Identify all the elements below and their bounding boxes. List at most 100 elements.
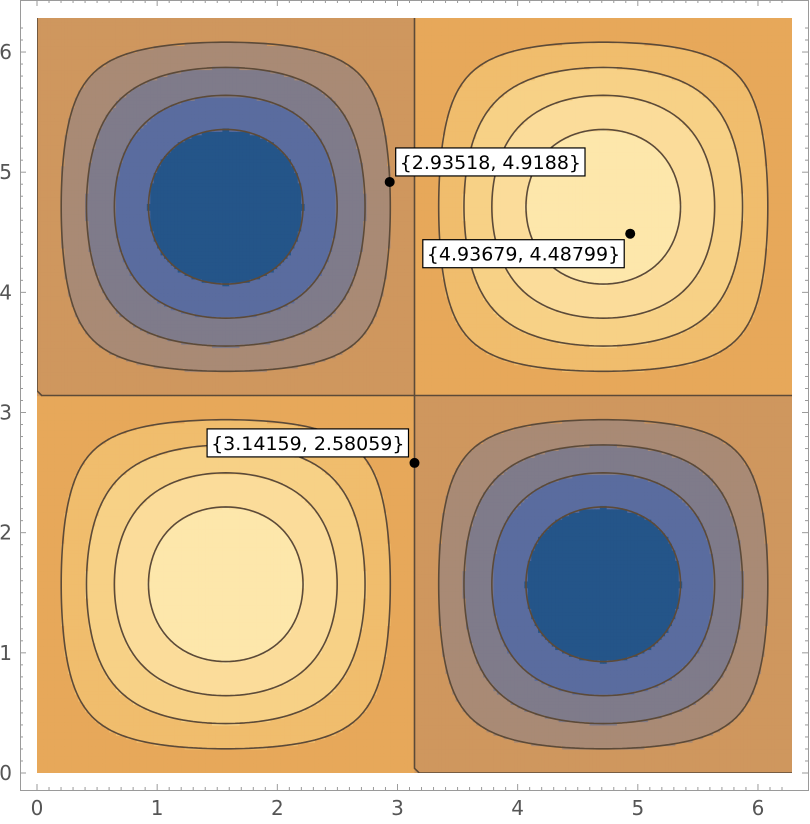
contour-band-cell	[466, 735, 470, 739]
contour-band-cell	[785, 749, 789, 753]
contour-band-cell	[548, 752, 552, 756]
contour-band-cell	[445, 728, 449, 732]
contour-band-cell	[586, 756, 590, 760]
contour-band-cell	[390, 752, 394, 756]
contour-band-cell	[363, 756, 367, 760]
contour-band-cell	[617, 735, 621, 739]
contour-band-cell	[288, 725, 292, 729]
contour-band-cell	[315, 756, 319, 760]
contour-band-cell	[583, 756, 587, 760]
contour-band-cell	[651, 742, 655, 746]
contour-band-cell	[233, 735, 237, 739]
contour-band-cell	[380, 725, 384, 729]
contour-band-cell	[353, 756, 357, 760]
contour-band-cell	[167, 749, 171, 753]
contour-band-cell	[126, 725, 130, 729]
contour-band-cell	[250, 756, 254, 760]
contour-band-cell	[631, 759, 635, 763]
contour-band-cell	[222, 742, 226, 746]
contour-band-cell	[717, 756, 721, 760]
contour-band-cell	[682, 735, 686, 739]
contour-band-cell	[198, 725, 202, 729]
contour-band-cell	[188, 759, 192, 763]
contour-band-cell	[442, 732, 446, 736]
contour-band-cell	[178, 749, 182, 753]
contour-band-cell	[123, 759, 127, 763]
contour-band-cell	[452, 766, 456, 770]
contour-band-cell	[360, 770, 364, 774]
contour-band-cell	[68, 749, 72, 753]
contour-band-cell	[689, 732, 693, 736]
contour-band-cell	[116, 735, 120, 739]
contour-band-cell	[624, 739, 628, 743]
contour-band-cell	[514, 752, 518, 756]
contour-band-cell	[517, 742, 521, 746]
contour-band-cell	[301, 752, 305, 756]
contour-band-cell	[78, 756, 82, 760]
contour-band-cell	[64, 735, 68, 739]
contour-band-cell	[524, 749, 528, 753]
contour-band-cell	[644, 759, 648, 763]
contour-band-cell	[349, 742, 353, 746]
contour-band-cell	[257, 770, 261, 774]
contour-band-cell	[435, 759, 439, 763]
contour-band-cell	[95, 728, 99, 732]
contour-band-cell	[452, 728, 456, 732]
contour-band-cell	[500, 766, 504, 770]
contour-band-cell	[397, 732, 401, 736]
contour-band-cell	[318, 728, 322, 732]
contour-band-cell	[425, 759, 429, 763]
contour-band-cell	[469, 735, 473, 739]
contour-band-cell	[644, 752, 648, 756]
contour-band-cell	[432, 749, 436, 753]
contour-band-cell	[336, 739, 340, 743]
contour-band-cell	[253, 766, 257, 770]
contour-band-cell	[617, 739, 621, 743]
contour-band-cell	[483, 735, 487, 739]
contour-band-cell	[785, 763, 789, 767]
contour-band-cell	[370, 746, 374, 750]
contour-band-cell	[143, 732, 147, 736]
contour-band-cell	[288, 735, 292, 739]
contour-band-cell	[476, 732, 480, 736]
contour-band-cell	[432, 742, 436, 746]
contour-band-cell	[445, 759, 449, 763]
contour-band-cell	[747, 759, 751, 763]
contour-band-cell	[257, 756, 261, 760]
contour-band-cell	[610, 763, 614, 767]
contour-band-cell	[264, 742, 268, 746]
contour-band-cell	[174, 742, 178, 746]
contour-band-cell	[627, 749, 631, 753]
contour-band-cell	[353, 763, 357, 767]
contour-band-cell	[778, 763, 782, 767]
contour-band-cell	[157, 749, 161, 753]
contour-band-cell	[88, 725, 92, 729]
contour-band-cell	[294, 725, 298, 729]
contour-band-cell	[648, 725, 652, 729]
contour-band-cell	[751, 728, 755, 732]
contour-band-cell	[459, 759, 463, 763]
contour-band-cell	[270, 735, 274, 739]
contour-band-cell	[507, 746, 511, 750]
contour-band-cell	[71, 770, 75, 774]
contour-band-cell	[706, 746, 710, 750]
contour-band-cell	[75, 722, 79, 726]
contour-band-cell	[342, 752, 346, 756]
contour-band-cell	[339, 735, 343, 739]
contour-band-cell	[209, 742, 213, 746]
contour-band-cell	[703, 759, 707, 763]
contour-band-cell	[349, 770, 353, 774]
contour-band-cell	[113, 770, 117, 774]
contour-band-cell	[161, 732, 165, 736]
contour-band-cell	[562, 728, 566, 732]
contour-band-cell	[576, 756, 580, 760]
contour-band-cell	[521, 759, 525, 763]
contour-band-cell	[140, 752, 144, 756]
contour-band-cell	[264, 732, 268, 736]
contour-band-cell	[586, 763, 590, 767]
contour-band-cell	[236, 742, 240, 746]
contour-band-cell	[123, 725, 127, 729]
contour-band-cell	[747, 742, 751, 746]
contour-band-cell	[233, 749, 237, 753]
contour-band-cell	[106, 766, 110, 770]
